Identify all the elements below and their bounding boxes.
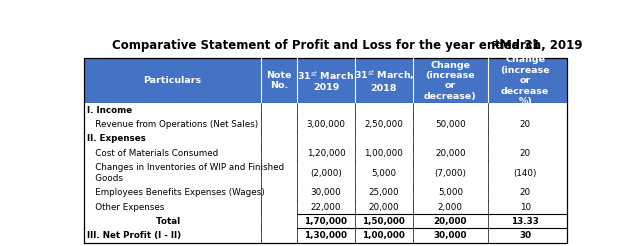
Bar — [85, 200, 567, 214]
Text: (140): (140) — [513, 169, 537, 178]
Text: II. Expenses: II. Expenses — [87, 134, 146, 143]
Bar — [85, 228, 567, 243]
Text: 20: 20 — [520, 149, 531, 158]
Text: 5,000: 5,000 — [438, 188, 463, 197]
Text: 25,000: 25,000 — [369, 188, 399, 197]
Text: 10: 10 — [520, 203, 531, 212]
Text: Particulars: Particulars — [144, 76, 202, 85]
Text: Change
(increase
or
decrease): Change (increase or decrease) — [424, 61, 477, 101]
Text: Comparative Statement of Profit and Loss for the year ended 31: Comparative Statement of Profit and Loss… — [112, 39, 540, 52]
Text: Revenue from Operations (Net Sales): Revenue from Operations (Net Sales) — [87, 120, 258, 129]
Text: st: st — [492, 39, 500, 48]
Text: 22,000: 22,000 — [311, 203, 341, 212]
Text: 2,000: 2,000 — [438, 203, 463, 212]
Text: 31$^{st}$ March,
2018: 31$^{st}$ March, 2018 — [354, 69, 414, 93]
Text: Note
No.: Note No. — [266, 71, 291, 90]
Text: 20,000: 20,000 — [434, 217, 467, 226]
Text: 20,000: 20,000 — [369, 203, 399, 212]
Text: (7,000): (7,000) — [434, 169, 466, 178]
Text: 1,00,000: 1,00,000 — [364, 149, 403, 158]
Text: Employees Benefits Expenses (Wages): Employees Benefits Expenses (Wages) — [87, 188, 265, 197]
Text: Change
(increase
or
decrease
%): Change (increase or decrease %) — [501, 55, 550, 106]
Text: 1,00,000: 1,00,000 — [363, 231, 405, 240]
Text: Changes in Inventories of WIP and Finished
   Goods: Changes in Inventories of WIP and Finish… — [87, 163, 284, 183]
Text: 30,000: 30,000 — [434, 231, 467, 240]
Bar — [85, 186, 567, 200]
Text: Other Expenses: Other Expenses — [87, 203, 164, 212]
Bar — [85, 58, 567, 103]
Text: 1,70,000: 1,70,000 — [305, 217, 347, 226]
Text: Cost of Materials Consumed: Cost of Materials Consumed — [87, 149, 218, 158]
Text: 1,20,000: 1,20,000 — [307, 149, 345, 158]
Text: 30,000: 30,000 — [310, 188, 342, 197]
Text: 31$^{st}$ March
2019: 31$^{st}$ March 2019 — [298, 69, 354, 92]
Text: 20: 20 — [520, 188, 531, 197]
Bar — [85, 214, 567, 228]
Text: 50,000: 50,000 — [435, 120, 466, 129]
Bar — [85, 132, 567, 146]
Text: 30: 30 — [519, 231, 531, 240]
Text: 20: 20 — [520, 120, 531, 129]
Text: Total: Total — [87, 217, 180, 226]
Text: III. Net Profit (I - II): III. Net Profit (I - II) — [87, 231, 181, 240]
Text: 1,30,000: 1,30,000 — [305, 231, 347, 240]
Text: 1,50,000: 1,50,000 — [363, 217, 405, 226]
Text: 5,000: 5,000 — [371, 169, 396, 178]
Bar — [85, 103, 567, 118]
Text: (2,000): (2,000) — [310, 169, 342, 178]
Bar — [85, 160, 567, 186]
Text: I. Income: I. Income — [87, 106, 132, 115]
Text: 13.33: 13.33 — [511, 217, 539, 226]
Text: 3,00,000: 3,00,000 — [307, 120, 345, 129]
Text: 2,50,000: 2,50,000 — [364, 120, 403, 129]
Bar — [85, 146, 567, 160]
Bar — [85, 118, 567, 132]
Text: 20,000: 20,000 — [435, 149, 466, 158]
Text: March, 2019: March, 2019 — [496, 39, 583, 52]
